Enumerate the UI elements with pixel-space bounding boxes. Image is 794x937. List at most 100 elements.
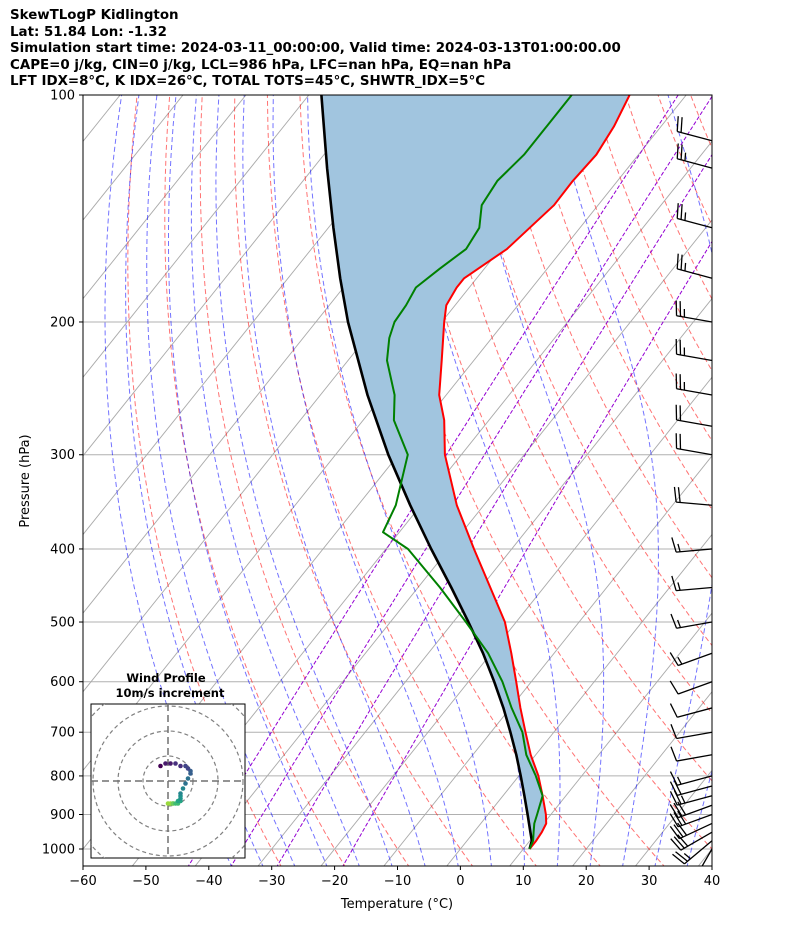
x-tick-label: −10: [384, 874, 411, 889]
wind-barb: [676, 253, 713, 279]
y-tick-label: 400: [50, 542, 75, 557]
mixing-ratio-line: [276, 153, 712, 866]
dry-adiabat-line: [657, 95, 712, 227]
wind-barb: [670, 613, 713, 629]
moist-adiabat-line: [719, 95, 794, 868]
isotherm-line: [446, 533, 712, 866]
hodograph-title: Wind Profile: [126, 671, 206, 685]
isotherm-line: [83, 95, 247, 300]
location-line: Lat: 51.84 Lon: -1.32: [10, 24, 167, 40]
moist-adiabat-line: [307, 95, 492, 866]
moist-adiabat-line: [215, 95, 393, 866]
y-tick-label: 1000: [42, 843, 75, 858]
hodograph-point: [163, 761, 168, 766]
hodograph-point: [185, 776, 191, 781]
x-tick-label: −40: [195, 874, 222, 889]
moist-adiabat-line: [465, 95, 605, 866]
moist-adiabat-line: [750, 95, 794, 868]
dry-adiabat-line: [723, 95, 794, 868]
parcel-profile-line: [320, 95, 534, 850]
dry-adiabat-line: [690, 95, 712, 150]
wind-barb: [669, 822, 713, 840]
moist-adiabat-line: [686, 769, 712, 866]
x-axis-label: Temperature (°C): [340, 897, 453, 912]
wind-barb: [669, 680, 713, 695]
dry-adiabat-line: [592, 95, 712, 372]
isotherm-line: [383, 455, 712, 866]
wind-barb: [675, 404, 713, 427]
wind-barb: [672, 840, 713, 865]
x-tick-label: 40: [704, 874, 721, 889]
moist-adiabat-line: [242, 95, 426, 866]
hodograph-point: [178, 763, 183, 769]
wind-barb: [669, 790, 713, 806]
isotherm-line: [509, 612, 712, 866]
wind-barb: [670, 746, 713, 762]
moist-adiabat-line: [400, 95, 561, 866]
hodograph-point: [158, 763, 163, 769]
dry-adiabat-line: [625, 95, 712, 301]
hodograph-point: [178, 791, 183, 796]
mixing-ratio-line: [342, 240, 712, 866]
wind-barb: [670, 831, 713, 851]
dry-adiabat-line: [462, 95, 712, 647]
dry-adiabat-line: [559, 95, 712, 442]
hodograph-point: [183, 763, 188, 769]
isotherm-line: [83, 95, 373, 457]
isotherm-line: [750, 60, 794, 880]
cape-line: CAPE=0 j/kg, CIN=0 j/kg, LCL=986 hPa, LF…: [10, 57, 512, 73]
dry-adiabat-line: [266, 95, 537, 866]
cin-shaded-area: [321, 95, 630, 849]
dry-adiabat-line: [788, 95, 794, 868]
wind-barb: [709, 95, 712, 96]
wind-barb: [670, 723, 713, 740]
wind-barbs-layer: [669, 95, 713, 866]
moist-adiabat-line: [146, 95, 296, 866]
y-tick-label: 100: [50, 89, 75, 104]
moist-adiabat-line: [190, 95, 360, 866]
isotherm-line: [697, 848, 712, 866]
dry-adiabat-line: [127, 95, 282, 866]
isotherm-line: [257, 297, 712, 866]
hodograph-point: [168, 761, 173, 766]
index-line: LFT IDX=8°C, K IDX=26°C, TOTAL TOTS=45°C…: [10, 74, 486, 90]
x-tick-label: 0: [456, 874, 464, 889]
time-line: Simulation start time: 2024-03-11_00:00:…: [10, 41, 621, 57]
y-tick-label: 800: [50, 769, 75, 784]
moist-adiabat-line: [168, 95, 328, 866]
x-tick-label: 10: [515, 874, 532, 889]
x-tick-label: −20: [321, 874, 348, 889]
wind-barb: [676, 143, 713, 169]
dry-adiabat-line: [429, 95, 712, 714]
wind-barb: [675, 338, 713, 362]
moist-adiabat-line: [782, 95, 794, 868]
mixing-ratio-line: [230, 95, 712, 866]
hodograph-point: [180, 786, 186, 791]
dewpoint-profile-line: [382, 95, 573, 850]
wind-barb: [671, 537, 713, 553]
dry-adiabat-line: [756, 95, 794, 868]
y-axis-label: Pressure (hPa): [18, 434, 33, 527]
y-tick-label: 900: [50, 808, 75, 823]
hodograph-point: [183, 781, 188, 786]
x-tick-label: −50: [132, 874, 159, 889]
hodograph-point: [173, 761, 178, 766]
y-tick-label: 700: [50, 726, 75, 741]
wind-barb: [701, 848, 713, 866]
dry-adiabat-line: [397, 95, 712, 782]
wind-barb: [676, 116, 713, 142]
y-tick-label: 500: [50, 616, 75, 631]
wind-barb: [675, 300, 713, 323]
isotherm-line: [634, 769, 712, 866]
profile-lines-layer: [320, 95, 631, 850]
wind-barb: [676, 203, 713, 229]
dry-adiabat-line: [233, 95, 474, 866]
moist-adiabat-line: [552, 95, 659, 866]
hodograph-subtitle: 10m/s increment: [116, 686, 225, 700]
wind-barb: [669, 652, 713, 667]
y-tick-label: 300: [50, 448, 75, 463]
wind-barb: [675, 373, 713, 396]
wind-barb: [675, 433, 713, 456]
